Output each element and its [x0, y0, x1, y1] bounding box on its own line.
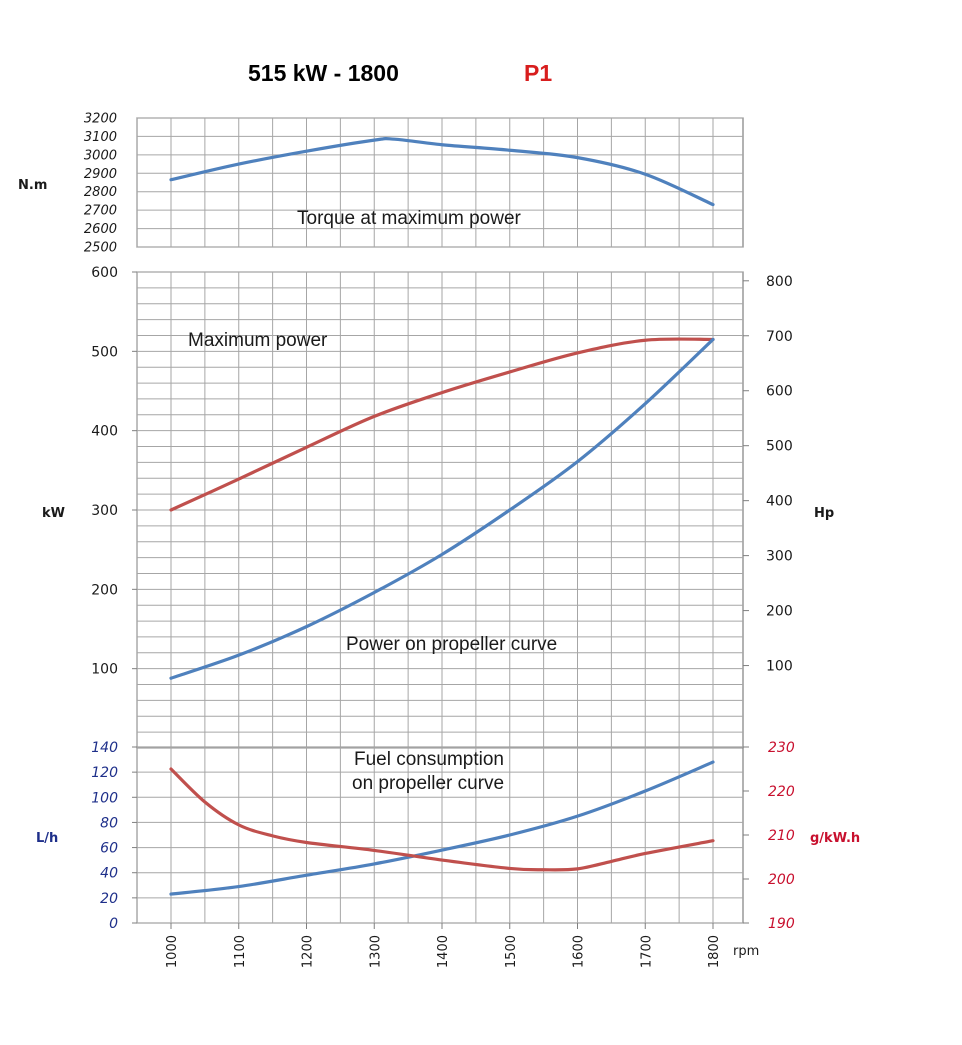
- hp-tick-label: 200: [766, 604, 793, 620]
- fuel-gkwh-tick-label: 230: [768, 740, 795, 756]
- hp-tick-label: 800: [766, 274, 793, 290]
- rpm-tick-label: 1200: [301, 935, 316, 968]
- chart-series: [169, 137, 715, 896]
- hp-tick-label: 300: [766, 549, 793, 565]
- hp-tick-label: 600: [766, 384, 793, 400]
- fuel-lh-tick-label: 120: [91, 765, 118, 781]
- fuel-lh-tick-label: 40: [100, 866, 118, 882]
- fuel-lh-axis-label: L/h: [36, 831, 58, 846]
- kw-tick-label: 600: [91, 265, 118, 281]
- torque-tick-label: 2900: [84, 167, 117, 182]
- kw-tick-label: 300: [91, 503, 118, 519]
- chart-grids: [136, 117, 744, 924]
- torque-tick-label: 2700: [84, 204, 117, 219]
- rpm-tick-label: 1600: [572, 935, 587, 968]
- max-power-series-line: [169, 337, 715, 512]
- torque-tick-label: 3000: [84, 148, 117, 163]
- max-power-annotation: Maximum power: [188, 330, 328, 351]
- fuel-annotation-line1: Fuel consumption: [354, 749, 504, 770]
- fuel-lh-tick-label: 0: [109, 916, 118, 932]
- rpm-tick-label: 1700: [639, 935, 654, 968]
- fuel-lh-tick-label: 20: [100, 891, 118, 907]
- specific-consumption-series-line: [169, 767, 715, 872]
- torque-tick-label: 3100: [84, 130, 117, 145]
- fuel-gkwh-tick-label: 220: [768, 784, 795, 800]
- power-hp-axis-label: Hp: [814, 506, 834, 521]
- axis-ticks: 3200310030002900280027002600250060050040…: [84, 112, 795, 969]
- rpm-tick-label: 1000: [165, 935, 180, 968]
- rpm-tick-label: 1800: [707, 935, 722, 968]
- fuel-gkwh-tick-label: 210: [768, 828, 795, 844]
- rpm-axis-label: rpm: [733, 944, 759, 959]
- rpm-tick-label: 1300: [368, 935, 383, 968]
- rpm-tick-label: 1500: [504, 935, 519, 968]
- kw-tick-label: 400: [91, 424, 118, 440]
- kw-tick-label: 500: [91, 344, 118, 360]
- fuel-gkwh-tick-label: 190: [768, 916, 795, 932]
- hp-tick-label: 500: [766, 439, 793, 455]
- propeller-power-annotation: Power on propeller curve: [346, 634, 557, 655]
- fuel-annotation-line2: on propeller curve: [352, 773, 504, 794]
- torque-tick-label: 2800: [84, 185, 117, 200]
- power-kw-axis-label: kW: [42, 506, 65, 521]
- torque-tick-label: 3200: [84, 112, 117, 127]
- fuel-lh-tick-label: 140: [91, 740, 118, 756]
- rating-class-label: P1: [524, 60, 553, 86]
- propeller-power-series-line: [169, 337, 715, 680]
- hp-tick-label: 100: [766, 659, 793, 675]
- torque-axis-label: N.m: [18, 178, 47, 193]
- fuel-lh-tick-label: 60: [100, 841, 118, 857]
- rpm-tick-label: 1400: [436, 935, 451, 968]
- fuel-lh-tick-label: 80: [100, 815, 118, 831]
- fuel-consumption-series-line: [169, 760, 715, 896]
- fuel-lh-tick-label: 100: [91, 790, 118, 806]
- torque-tick-label: 2600: [84, 222, 117, 237]
- torque-series-line: [169, 137, 715, 207]
- rpm-tick-label: 1100: [233, 935, 248, 968]
- hp-tick-label: 700: [766, 329, 793, 345]
- kw-tick-label: 100: [91, 662, 118, 678]
- engine-rating-title: 515 kW - 1800: [248, 60, 399, 86]
- hp-tick-label: 400: [766, 494, 793, 510]
- torque-annotation: Torque at maximum power: [297, 208, 522, 229]
- torque-tick-label: 2500: [84, 241, 117, 256]
- fuel-gkwh-tick-label: 200: [768, 872, 795, 888]
- kw-tick-label: 200: [91, 582, 118, 598]
- fuel-gkwh-axis-label: g/kW.h: [810, 831, 860, 846]
